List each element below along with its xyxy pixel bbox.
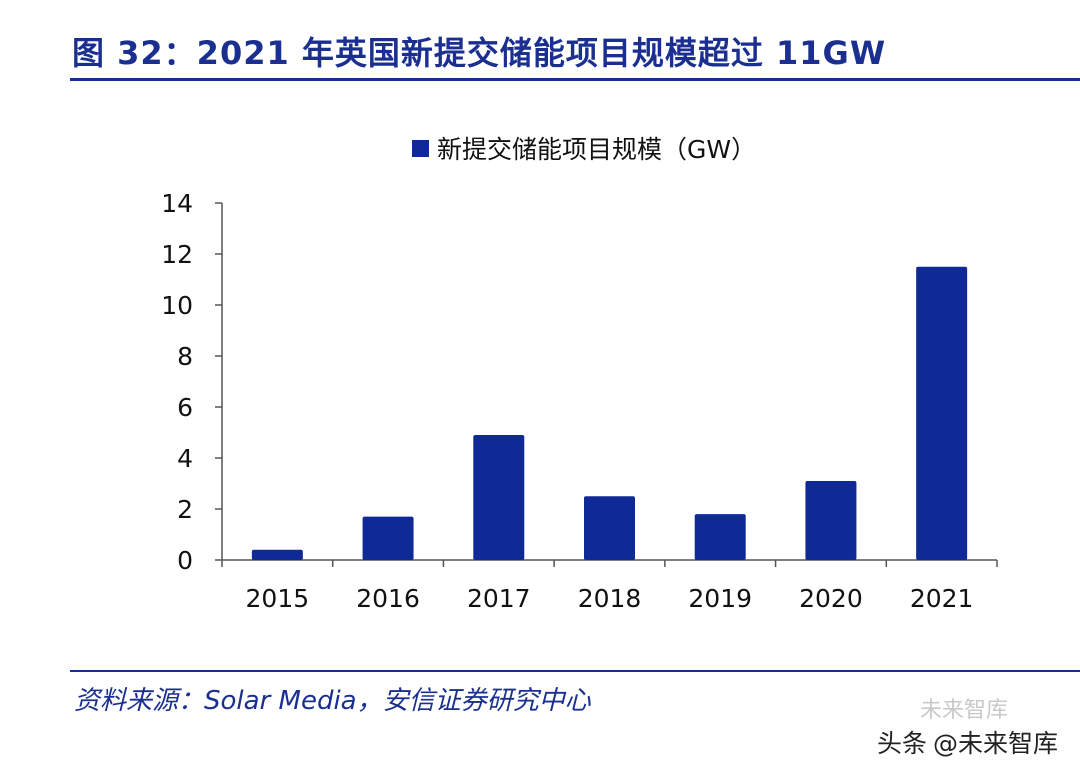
y-tick-label: 2 — [177, 495, 193, 524]
x-tick-label: 2016 — [356, 584, 420, 613]
watermark-ghost-text: 未来智库 — [919, 698, 1008, 723]
x-tick-label: 2021 — [910, 584, 974, 613]
bar-2015 — [251, 549, 303, 560]
y-tick-label: 14 — [161, 189, 193, 218]
y-tick-label: 8 — [177, 342, 193, 371]
bar-2019 — [694, 514, 746, 560]
bar-2018 — [584, 496, 635, 560]
bar-2021 — [916, 266, 968, 560]
y-tick-label: 10 — [161, 291, 193, 320]
title-rule — [70, 78, 1080, 81]
x-tick-label: 2018 — [578, 584, 642, 613]
bar-2016 — [362, 516, 414, 560]
y-tick-label: 6 — [177, 393, 193, 422]
watermark-prefix: 头条 — [876, 729, 927, 758]
figure-title: 图 32：2021 年英国新提交储能项目规模超过 11GW — [72, 34, 887, 72]
x-tick-label: 2019 — [688, 584, 752, 613]
y-tick-label: 4 — [177, 444, 193, 473]
chart-legend: 新提交储能项目规模（GW） — [412, 130, 756, 166]
x-tick-label: 2017 — [467, 584, 531, 613]
source-rule — [70, 670, 1080, 672]
watermark: 未来智库 头条 @未来智库 — [876, 698, 1058, 760]
bar-2017 — [473, 435, 525, 560]
bar-2020 — [805, 480, 857, 560]
watermark-handle: @未来智库 — [932, 729, 1058, 758]
legend-label: 新提交储能项目规模（GW） — [437, 135, 757, 164]
source-note: 资料来源：Solar Media，安信证券研究中心 — [74, 686, 591, 716]
y-tick-label: 12 — [161, 240, 193, 269]
x-tick-label: 2015 — [246, 584, 310, 613]
x-tick-label: 2020 — [799, 584, 863, 613]
legend-swatch — [412, 139, 429, 157]
y-tick-label: 0 — [177, 546, 193, 575]
